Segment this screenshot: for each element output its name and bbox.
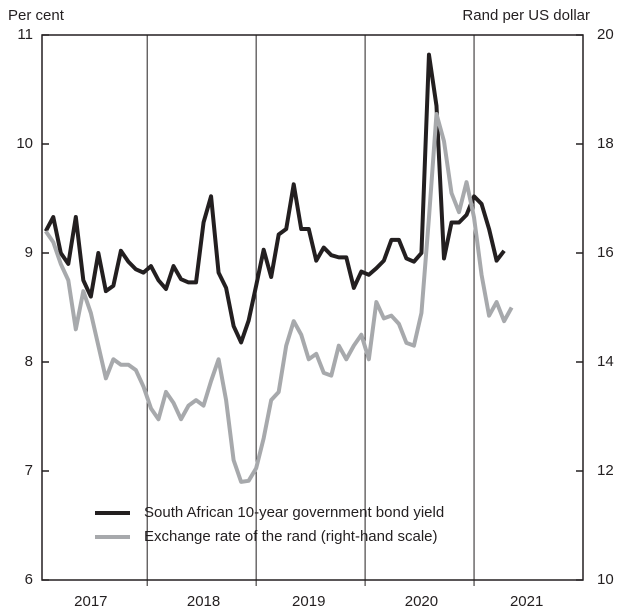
plot-frame bbox=[41, 34, 584, 581]
x-tick-label: 2018 bbox=[187, 593, 220, 610]
y-tick-label: 7 bbox=[25, 462, 33, 479]
y-axis-title: Per cent bbox=[8, 7, 65, 24]
y-tick-label: 6 bbox=[25, 571, 33, 588]
y2-tick-label: 18 bbox=[597, 135, 614, 152]
series-line bbox=[43, 52, 506, 345]
y2-tick-label: 20 bbox=[597, 26, 614, 43]
y-tick-label: 8 bbox=[25, 353, 33, 370]
y2-tick-label: 12 bbox=[597, 462, 614, 479]
legend-label: Exchange rate of the rand (right-hand sc… bbox=[144, 528, 438, 545]
series-line bbox=[44, 112, 514, 484]
x-tick-label: 2020 bbox=[405, 593, 438, 610]
x-tick-label: 2019 bbox=[292, 593, 325, 610]
y2-tick-label: 10 bbox=[597, 571, 614, 588]
y2-tick-label: 14 bbox=[597, 353, 614, 370]
y2-axis-title: Rand per US dollar bbox=[462, 7, 590, 24]
x-tick-label: 2021 bbox=[510, 593, 543, 610]
legend-label: South African 10-year government bond yi… bbox=[144, 504, 444, 521]
x-tick-label: 2017 bbox=[74, 593, 107, 610]
y2-tick-label: 16 bbox=[597, 244, 614, 261]
y-tick-label: 11 bbox=[17, 26, 33, 43]
y-tick-label: 10 bbox=[16, 135, 33, 152]
y-tick-label: 9 bbox=[25, 244, 33, 261]
